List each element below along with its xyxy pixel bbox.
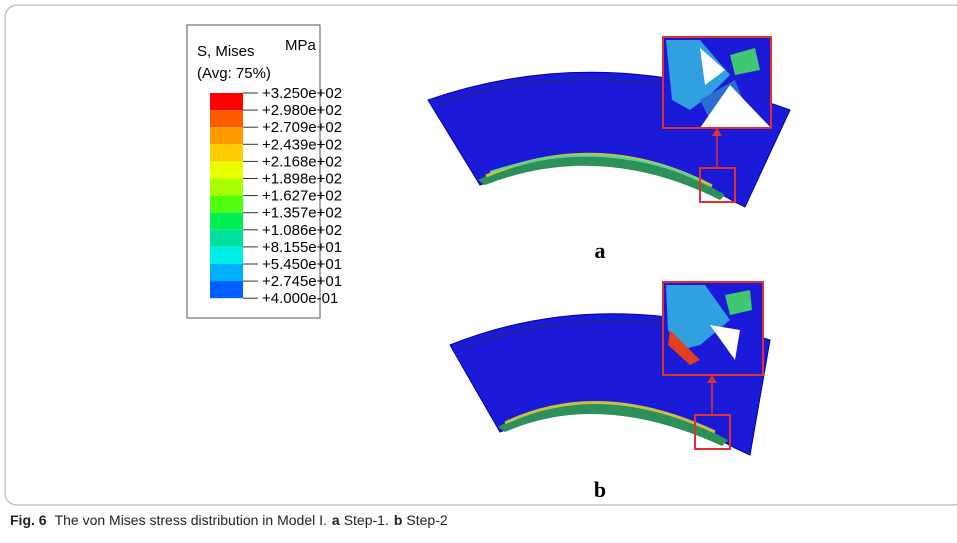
panel-label: b	[594, 477, 606, 502]
legend-title: S, Mises	[197, 43, 255, 60]
legend-swatch	[210, 212, 243, 230]
caption-part: b	[394, 512, 403, 528]
legend-swatch	[210, 281, 243, 299]
panel-a-image	[427, 36, 791, 208]
legend-label: +5.450e+01	[262, 256, 342, 273]
legend-label: +8.155e+01	[262, 239, 342, 256]
legend-swatch	[210, 161, 243, 179]
caption-text: The von Mises stress distribution in Mod…	[55, 512, 327, 528]
legend-swatch	[210, 93, 243, 111]
legend-label: +4.000e-01	[262, 290, 338, 307]
legend-swatch	[210, 178, 243, 196]
caption-number: Fig. 6	[10, 512, 47, 528]
legend-label: +2.745e+01	[262, 273, 342, 290]
legend-swatch	[210, 195, 243, 213]
legend-swatch	[210, 144, 243, 162]
legend-label: +1.357e+02	[262, 205, 342, 222]
caption: Fig. 6 The von Mises stress distribution …	[10, 512, 448, 528]
caption-part-text: Step-2	[406, 512, 447, 528]
legend-scale: +3.250e+02+2.980e+02+2.709e+02+2.439e+02…	[210, 85, 342, 307]
legend-box	[186, 24, 321, 319]
legend-swatch	[210, 264, 243, 282]
legend-swatch	[210, 127, 243, 145]
legend-label: +1.898e+02	[262, 171, 342, 188]
legend-label: +2.439e+02	[262, 136, 342, 153]
legend-swatch	[210, 110, 243, 128]
legend-averaging: (Avg: 75%)	[197, 65, 271, 82]
legend-swatch	[210, 246, 243, 264]
panel-label: a	[595, 238, 606, 263]
legend-label: +1.627e+02	[262, 188, 342, 205]
legend-label: +2.980e+02	[262, 102, 342, 119]
caption-part: a	[332, 512, 340, 528]
panel-b-image	[449, 281, 771, 456]
caption-part-text: Step-1.	[344, 512, 389, 528]
legend-unit: MPa	[285, 37, 317, 54]
legend-label: +3.250e+02	[262, 85, 342, 102]
legend-label: +2.709e+02	[262, 119, 342, 136]
legend-label: +1.086e+02	[262, 222, 342, 239]
legend-swatch	[210, 229, 243, 247]
figure-frame	[4, 4, 957, 506]
legend-label: +2.168e+02	[262, 153, 342, 170]
